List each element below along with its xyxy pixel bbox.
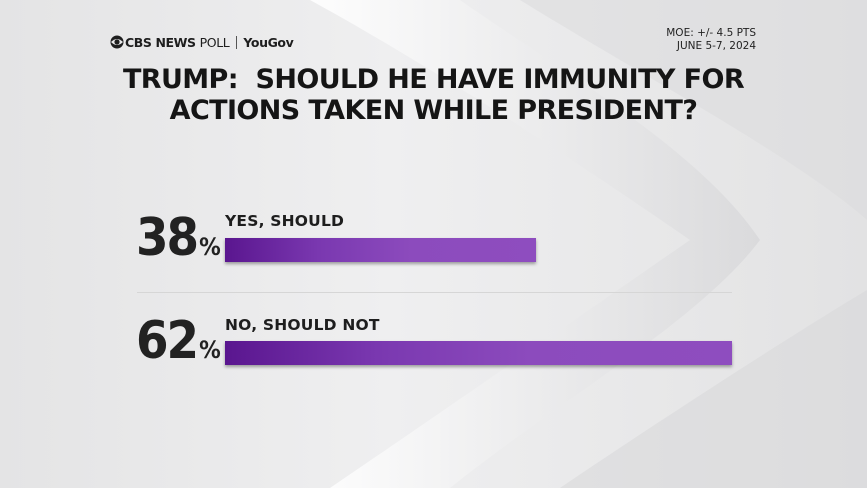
percent-sign-yes: % <box>199 233 221 261</box>
category-label-no: NO, SHOULD NOT <box>225 316 380 334</box>
chart-title: TRUMP: SHOULD HE HAVE IMMUNITY FOR ACTION… <box>0 64 867 126</box>
bar-yes <box>225 238 536 262</box>
value-number-no: 62 <box>136 311 199 371</box>
title-line-2: ACTIONS TAKEN WHILE PRESIDENT? <box>169 95 698 126</box>
value-label-yes: 38% <box>136 208 221 268</box>
row-divider <box>137 292 732 293</box>
value-number-yes: 38 <box>136 208 199 268</box>
brand-lockup: CBS NEWS POLL YouGov <box>110 34 294 50</box>
value-label-no: 62% <box>136 311 221 371</box>
title-line-1: TRUMP: SHOULD HE HAVE IMMUNITY FOR <box>122 64 745 95</box>
brand-network: CBS NEWS <box>125 34 196 50</box>
bar-no <box>225 341 732 365</box>
percent-sign-no: % <box>199 336 221 364</box>
category-label-yes: YES, SHOULD <box>225 212 345 230</box>
cbs-eye-icon <box>110 35 124 49</box>
margin-of-error: MOE: +/- 4.5 PTS <box>666 27 756 39</box>
brand-poll: POLL <box>199 34 230 50</box>
poll-dates: JUNE 5-7, 2024 <box>676 40 756 52</box>
brand-partner: YouGov <box>243 34 294 50</box>
brand-separator <box>236 35 238 49</box>
poll-meta: MOE: +/- 4.5 PTS JUNE 5-7, 2024 <box>666 27 756 53</box>
